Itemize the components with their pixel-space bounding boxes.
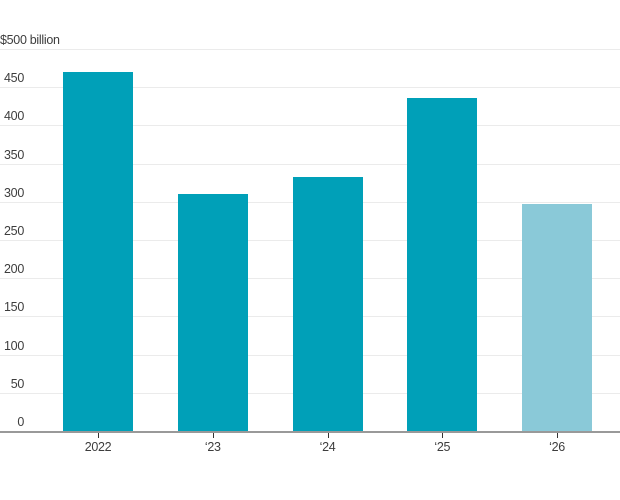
x-axis-tick	[212, 433, 214, 438]
bar	[407, 97, 478, 431]
bar	[177, 194, 248, 431]
x-tick-label: ‘25	[434, 440, 451, 454]
gridline	[0, 125, 620, 127]
x-tick-label: ‘23	[204, 440, 221, 454]
y-tick-label: 200	[4, 262, 24, 277]
bar	[63, 71, 133, 431]
y-tick-label: 100	[4, 338, 24, 353]
y-tick-label: 400	[4, 109, 24, 124]
y-axis-unit-label: $500 billion	[0, 33, 60, 47]
x-tick-label: 2022	[84, 440, 112, 454]
x-axis-line	[0, 431, 620, 433]
x-axis-tick	[98, 433, 99, 438]
y-tick-label: 50	[10, 376, 25, 391]
y-tick-label: 150	[4, 300, 24, 315]
gridline	[0, 163, 620, 165]
x-tick-label: ‘24	[319, 440, 336, 454]
y-tick-label: 0	[17, 415, 24, 429]
y-tick-label: 250	[4, 224, 24, 238]
x-tick-label: ‘26	[549, 440, 565, 454]
x-axis-tick	[327, 433, 329, 438]
y-tick-label: 450	[4, 71, 24, 86]
x-axis-tick	[557, 433, 558, 438]
y-tick-label: 300	[4, 185, 24, 200]
bar	[292, 176, 363, 431]
gridline	[0, 87, 620, 89]
y-tick-label: 350	[4, 147, 24, 162]
bar	[522, 204, 592, 431]
gridline	[0, 49, 620, 50]
x-axis-tick	[442, 433, 444, 438]
